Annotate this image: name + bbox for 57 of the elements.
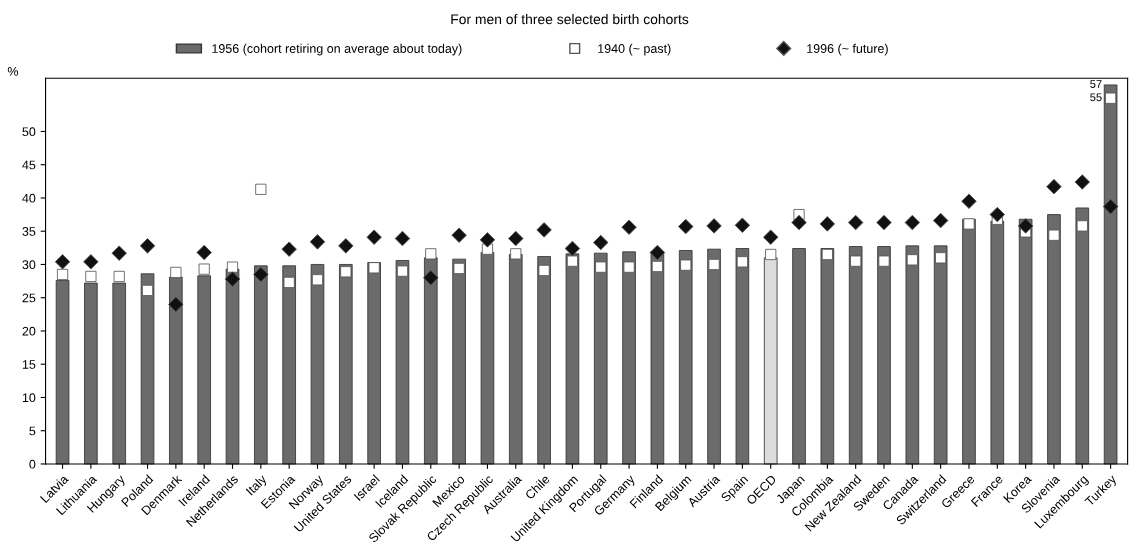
bar xyxy=(480,252,495,465)
bar xyxy=(84,282,98,465)
chart-title: For men of three selected birth cohorts xyxy=(451,13,689,25)
y-tick-label: 30 xyxy=(22,260,36,270)
bar xyxy=(877,246,891,465)
bar xyxy=(225,268,240,465)
bar xyxy=(339,264,353,465)
bar xyxy=(508,254,523,465)
bar xyxy=(367,262,381,465)
legend-label: 1940 (~ past) xyxy=(598,43,671,56)
bar xyxy=(140,273,155,465)
bar xyxy=(848,246,863,465)
bar xyxy=(55,280,70,465)
bar xyxy=(707,248,721,465)
bar xyxy=(282,265,296,465)
y-tick-label: 0 xyxy=(29,459,36,469)
y-tick-label: 25 xyxy=(22,293,36,303)
bar xyxy=(933,245,948,465)
legend-label: 1956 (cohort retiring on average about today) xyxy=(212,43,462,56)
data-label: 57 xyxy=(1090,80,1102,88)
bar xyxy=(763,257,778,465)
y-tick-label: 10 xyxy=(22,393,36,403)
bar xyxy=(537,256,551,465)
bar xyxy=(622,251,636,465)
data-label: 55 xyxy=(1090,93,1102,102)
bar xyxy=(169,276,183,465)
bar xyxy=(1047,214,1061,465)
y-tick-label: 50 xyxy=(22,127,36,137)
bar xyxy=(452,258,466,465)
bar xyxy=(593,252,608,465)
bar xyxy=(1103,84,1118,465)
bar xyxy=(395,260,410,465)
bar xyxy=(792,248,806,465)
bar xyxy=(678,250,693,465)
legend-label: 1996 (~ future) xyxy=(807,43,888,56)
bar xyxy=(197,275,211,465)
y-axis-title: % xyxy=(7,66,19,76)
bar xyxy=(735,248,750,465)
bar xyxy=(254,265,268,465)
bar xyxy=(962,218,976,465)
bar xyxy=(565,253,580,465)
bar xyxy=(650,251,665,465)
bar xyxy=(1075,207,1090,465)
bar xyxy=(310,264,325,465)
point xyxy=(706,218,722,234)
bar xyxy=(990,220,1005,465)
y-tick-label: 5 xyxy=(29,426,36,436)
y-tick-label: 45 xyxy=(22,160,36,170)
bar xyxy=(905,245,920,465)
bar xyxy=(820,248,835,465)
bar xyxy=(424,257,438,465)
bar xyxy=(1018,218,1033,465)
y-tick-label: 35 xyxy=(22,227,36,236)
y-tick-label: 40 xyxy=(22,193,36,203)
bar xyxy=(112,282,126,465)
y-tick-label: 20 xyxy=(22,326,36,336)
y-tick-label: 15 xyxy=(22,360,36,369)
